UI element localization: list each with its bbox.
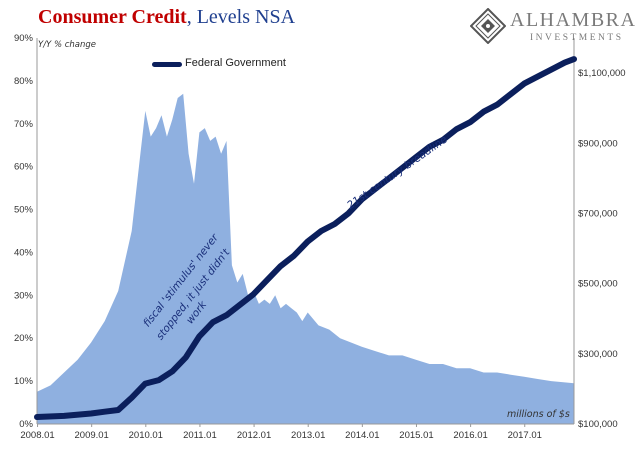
tick-labels: 0% 10% 20% 30% 40% 50% 60% 70% 80% 90% $100,000 $30…	[14, 33, 626, 441]
chart-title-main: Consumer Credit	[38, 6, 187, 28]
x-tick-label: 2010.01	[129, 430, 163, 441]
left-tick-label: 90%	[14, 33, 34, 44]
x-tick-label: 2009.01	[75, 430, 109, 441]
x-tick-label: 2008.01	[20, 430, 54, 441]
x-tick-label: 2014.01	[345, 430, 379, 441]
right-tick-label: $100,000	[578, 419, 618, 430]
chart-axes	[36, 38, 575, 427]
right-tick-label: $300,000	[578, 349, 618, 360]
left-tick-label: 80%	[14, 76, 34, 87]
left-tick-label: 70%	[14, 119, 34, 130]
right-tick-label: $500,000	[578, 279, 618, 290]
left-tick-label: 40%	[14, 247, 34, 258]
logo-name: ALHAMBRA	[510, 9, 637, 31]
x-tick-label: 2015.01	[399, 430, 433, 441]
x-tick-label: 2011.01	[183, 430, 217, 441]
yoy-change-area	[37, 93, 574, 425]
left-tick-label: 30%	[14, 290, 34, 301]
chart-title-rest: , Levels NSA	[186, 6, 296, 28]
federal-government-line	[34, 56, 577, 420]
legend-entry-federal-government: Federal Government	[185, 57, 286, 69]
x-tick-label: 2016.01	[453, 430, 487, 441]
alhambra-diamond-icon	[470, 8, 506, 44]
chart-title: Consumer Credit, Levels NSA	[38, 6, 295, 29]
right-tick-label: $900,000	[578, 138, 618, 149]
alhambra-logo: ALHAMBRA INVESTMENTS	[470, 6, 640, 50]
yoy-area-shape	[37, 93, 574, 425]
left-tick-label: 50%	[14, 205, 34, 216]
federal-government-series-line	[34, 56, 577, 420]
logo-subtitle: INVESTMENTS	[530, 33, 624, 43]
left-tick-label: 0%	[19, 419, 33, 430]
right-tick-label: $700,000	[578, 208, 618, 219]
left-tick-label: 20%	[14, 333, 34, 344]
x-tick-label: 2013.01	[291, 430, 325, 441]
legend-line-swatch	[152, 62, 182, 67]
left-tick-label: 10%	[14, 376, 34, 387]
x-tick-label: 2012.01	[237, 430, 271, 441]
x-tick-label: 2017.01	[508, 430, 542, 441]
left-tick-label: 60%	[14, 162, 34, 173]
right-axis-unit-label: millions of $s	[507, 409, 570, 420]
left-axis-unit-label: Y/Y % change	[38, 40, 97, 50]
right-tick-label: $1,100,000	[578, 68, 626, 79]
